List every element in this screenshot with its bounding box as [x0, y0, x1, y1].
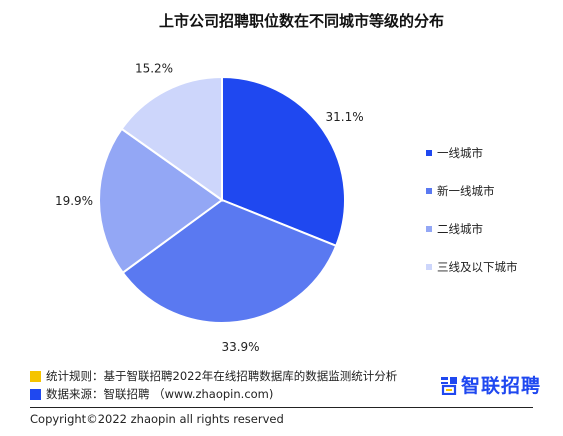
- legend-label: 一线城市: [437, 146, 483, 160]
- pie-slice: [121, 198, 338, 324]
- legend-label: 新一线城市: [437, 184, 495, 198]
- statistics-rule-note: 统计规则：基于智联招聘2022年在线招聘数据库的数据监测统计分析: [30, 367, 397, 385]
- legend-item: 一线城市: [426, 134, 518, 172]
- legend-swatch: [426, 226, 432, 232]
- footer-divider: [30, 407, 533, 408]
- pie-labels: 31.1% 33.9% 19.9% 15.2%: [55, 62, 364, 354]
- footer-notes: 统计规则：基于智联招聘2022年在线招聘数据库的数据监测统计分析 数据来源：智联…: [30, 367, 397, 403]
- rule-text: 统计规则：基于智联招聘2022年在线招聘数据库的数据监测统计分析: [46, 369, 398, 383]
- chart-title: 上市公司招聘职位数在不同城市等级的分布: [158, 12, 444, 30]
- legend-item: 新一线城市: [426, 172, 518, 210]
- pie-data-label: 19.9%: [55, 194, 93, 208]
- legend-label: 三线及以下城市: [437, 260, 518, 274]
- pie-slice: [120, 75, 223, 202]
- legend-item: 二线城市: [426, 210, 518, 248]
- legend-swatch: [426, 188, 432, 194]
- source-text: 数据来源：智联招聘 （www.zhaopin.com): [46, 387, 274, 401]
- legend-label: 二线城市: [437, 222, 483, 236]
- logo-text: 智联招聘: [461, 375, 542, 397]
- data-source-note: 数据来源：智联招聘 （www.zhaopin.com): [30, 385, 397, 403]
- pie-data-label: 33.9%: [221, 340, 259, 354]
- zhaopin-logo: 智联招聘: [440, 371, 541, 398]
- rule-marker: [30, 370, 41, 382]
- zhaopin-logo-icon: [441, 376, 457, 395]
- pie-slices: [98, 75, 347, 324]
- source-marker: [30, 388, 41, 400]
- copyright-text: Copyright©2022 zhaopin all rights reserv…: [30, 412, 284, 426]
- pie-slice: [221, 75, 347, 248]
- pie-slice: [98, 127, 224, 275]
- legend-item: 三线及以下城市: [426, 248, 518, 286]
- legend-swatch: [426, 150, 432, 156]
- legend-swatch: [426, 264, 432, 270]
- chart-legend: 一线城市 新一线城市 二线城市 三线及以下城市: [426, 134, 518, 286]
- pie-data-label: 31.1%: [326, 110, 364, 124]
- pie-data-label: 15.2%: [135, 62, 173, 76]
